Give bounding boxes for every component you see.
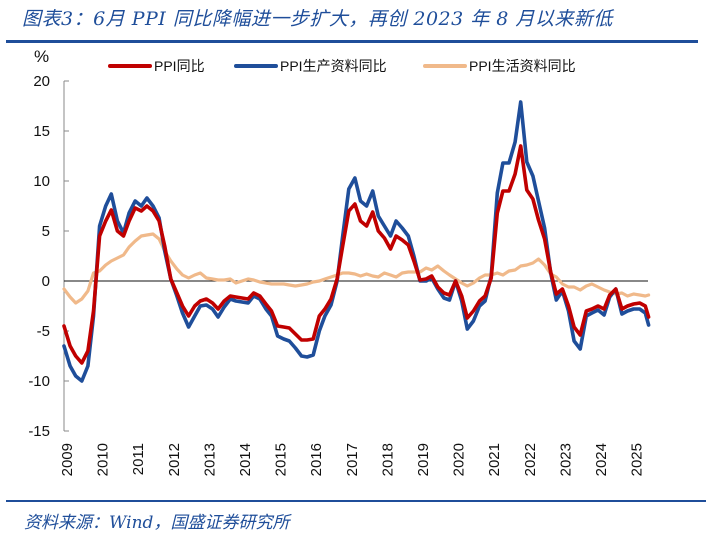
x-tick-label: 2016	[308, 443, 325, 476]
y-tick-label: 0	[42, 273, 50, 290]
x-tick-label: 2015	[273, 443, 290, 476]
source-note: 资料来源：Wind，国盛证券研究所	[24, 513, 290, 533]
y-axis-unit: %	[34, 47, 49, 66]
y-tick-label: 10	[33, 173, 50, 190]
x-tick-label: 2013	[201, 443, 218, 476]
x-tick-label: 2019	[415, 443, 432, 476]
x-tick-label: 2025	[629, 443, 646, 476]
y-tick-label: -5	[37, 323, 50, 340]
x-tick-label: 2010	[95, 443, 112, 476]
x-tick-label: 2009	[59, 443, 76, 476]
x-tick-label: 2024	[593, 443, 610, 476]
y-tick-label: -15	[28, 423, 50, 440]
x-tick-label: 2014	[237, 443, 254, 476]
legend-label: PPI生产资料同比	[280, 58, 387, 74]
y-tick-label: 5	[42, 223, 50, 240]
x-axis: 2009 2010 2011 2012 2013 2014 2015 2016 2017 2018…	[59, 443, 646, 476]
series-line-0	[62, 144, 651, 365]
y-tick-label: -10	[28, 373, 50, 390]
y-tick-label: 15	[33, 123, 50, 140]
x-tick-label: 2012	[166, 443, 183, 476]
y-tick-label: 20	[33, 73, 50, 90]
x-tick-label: 2018	[379, 443, 396, 476]
x-tick-label: 2023	[557, 443, 574, 476]
x-tick-label: 2011	[130, 443, 147, 475]
title-divider	[6, 40, 698, 43]
legend: PPI同比 PPI生产资料同比 PPI生活资料同比	[108, 58, 576, 74]
x-tick-label: 2020	[451, 443, 468, 476]
legend-label: PPI同比	[154, 58, 205, 74]
line-chart: % PPI同比 PPI生产资料同比 PPI生活资料同比 -15 -10 -5 0 5 10 15…	[28, 47, 651, 476]
chart-title: 图表3：6月 PPI 同比降幅进一步扩大，再创 2023 年 8 月以来新低	[22, 8, 613, 30]
series-line-1	[62, 100, 651, 383]
y-axis: -15 -10 -5 0 5 10 15 20	[28, 73, 648, 440]
legend-label: PPI生活资料同比	[469, 58, 576, 74]
x-tick-label: 2021	[486, 443, 503, 476]
plot-lines	[62, 100, 651, 383]
x-tick-label: 2017	[344, 443, 361, 476]
footer-divider	[6, 500, 706, 502]
x-tick-label: 2022	[522, 443, 539, 476]
